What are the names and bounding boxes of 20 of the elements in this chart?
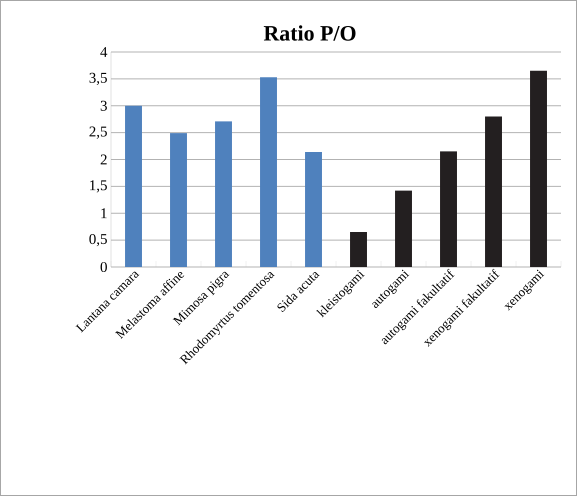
bar [260, 77, 277, 267]
y-tick-label: 2,5 [89, 126, 107, 139]
bar [125, 106, 142, 267]
bar [530, 70, 547, 267]
y-tick-label: 1,5 [90, 180, 107, 192]
y-tick-label: 1 [101, 208, 107, 218]
bar [395, 190, 412, 267]
bar [350, 232, 367, 267]
bar [215, 121, 232, 267]
y-tick-label: 0 [100, 262, 107, 272]
y-tick-label: 3 [100, 100, 107, 111]
y-tick-label: 3,5 [90, 72, 107, 85]
chart-title: Ratio P/O [264, 25, 356, 41]
bar [170, 133, 187, 267]
y-tick-label: 4 [100, 47, 108, 57]
bar [440, 151, 457, 267]
bar [305, 152, 322, 267]
y-tick-label: 2 [100, 154, 107, 164]
bar [485, 116, 502, 267]
y-tick-label: 0,5 [89, 234, 107, 246]
